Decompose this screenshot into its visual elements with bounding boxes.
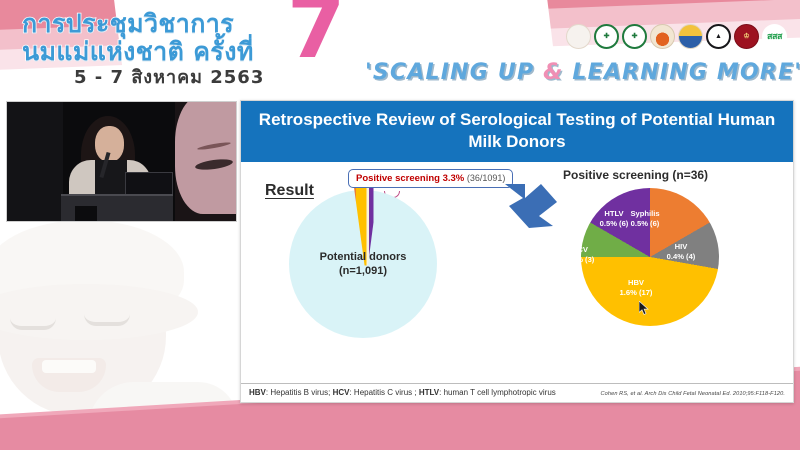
- black-circle-emblem-logo: ▲: [706, 24, 731, 49]
- pie-left-label-line1: Potential donors: [319, 250, 407, 263]
- pie-slice-label-hiv: HIV 0.4% (4): [658, 242, 704, 263]
- red-crest-logo: ♔: [734, 24, 759, 49]
- projected-face-backdrop: [175, 102, 236, 214]
- footnote-abbr-hcv: HCV: [332, 388, 350, 397]
- blue-arrow-icon: [505, 183, 557, 228]
- mouse-cursor-icon: [639, 300, 649, 315]
- slogan-text-part2: LEARNING MORE': [563, 59, 800, 85]
- pie-slice-label-hcv-value: 0.3% (3): [565, 254, 595, 264]
- pie-slice-label-syphilis-name: Syphilis: [630, 208, 660, 218]
- pie-slice-label-htlv: HTLV 0.5% (6): [591, 209, 637, 230]
- speaker-video-panel[interactable]: [6, 101, 237, 222]
- baby-face-shape: [0, 250, 166, 416]
- thaihealth-sss-logo: สสส: [762, 24, 787, 49]
- source-citation: Cohen RS, et al. Arch Dis Child Fetal Ne…: [600, 391, 785, 397]
- royal-crest-logo: [678, 24, 703, 49]
- thai-breastfeeding-logo: ✚: [622, 24, 647, 49]
- slogan-text-part1: 'SCALING UP: [364, 59, 544, 85]
- conference-slogan: 'SCALING UP & LEARNING MORE': [364, 59, 800, 85]
- health-ministry-logo: ✚: [594, 24, 619, 49]
- footnote-def-hcv: : Hepatitis C virus ;: [349, 388, 419, 397]
- baby-mouth-shape: [32, 358, 106, 392]
- slogan-ampersand: &: [542, 59, 564, 85]
- conference-title-thai-line2: นมแม่แห่งชาติ ครั้งที่: [21, 36, 254, 67]
- pie-slice-label-hbv-name: HBV: [627, 277, 645, 287]
- pie-slice-label-hiv-value: 0.4% (4): [666, 251, 696, 261]
- result-heading: Result: [265, 181, 314, 199]
- positive-screening-callout: Positive screening 3.3% (36/1091): [348, 168, 514, 188]
- baby-eye-left: [10, 318, 56, 330]
- pie-slice-label-hbv-value: 1.6% (17): [619, 287, 653, 297]
- royal-seal-logo: [566, 24, 591, 49]
- pie-left-label-line2: (n=1,091): [339, 265, 387, 278]
- speaker-face: [95, 126, 124, 162]
- pie-slice-label-hbv: HBV 1.6% (17): [605, 278, 667, 299]
- footnote-abbr-hbv: HBV: [249, 388, 266, 397]
- baby-eye-right: [84, 314, 130, 326]
- pie-slice-label-syphilis-value: 0.5% (6): [630, 218, 660, 228]
- slide-body: Result Positive screening 3.3% (36/1091)…: [241, 162, 793, 394]
- pie-left-center-label: Potential donors (n=1,091): [289, 250, 437, 280]
- pie-right-title: Positive screening (n=36): [563, 167, 709, 182]
- conference-header-banner: การประชุมวิชาการ นมแม่แห่งชาติ ครั้งที่ …: [0, 0, 800, 94]
- footnote-def-htlv: : human T cell lymphotropic virus: [439, 388, 556, 397]
- callout-sub-text: (36/1091): [466, 172, 506, 183]
- pie-chart-positive-screening: [581, 187, 719, 326]
- pie-slice-label-htlv-name: HTLV: [604, 208, 624, 218]
- pie-slice-label-hcv: HCV 0.3% (3): [557, 245, 603, 266]
- laptop-on-podium: [125, 172, 173, 196]
- callout-highlight-text: Positive screening 3.3%: [356, 172, 465, 184]
- university-crest-logo: [650, 24, 675, 49]
- baby-hat-shape: [0, 220, 184, 324]
- pie-slice-label-hiv-name: HIV: [674, 241, 688, 251]
- pie-slice-label-htlv-value: 0.5% (6): [599, 218, 629, 228]
- conference-date: 5 - 7 สิงหาคม 2563: [74, 67, 265, 88]
- presentation-slide: Retrospective Review of Serological Test…: [240, 100, 794, 403]
- baby-hat-brim-shape: [0, 284, 198, 340]
- baby-teeth-shape: [42, 360, 96, 373]
- conference-edition-number: 7: [286, 0, 346, 77]
- abbreviation-footnote: HBV: Hepatitis B virus; HCV: Hepatitis C…: [249, 388, 556, 397]
- footnote-def-hbv: : Hepatitis B virus;: [265, 388, 333, 397]
- podium-panel: [75, 206, 97, 221]
- pie-slice-label-hcv-name: HCV: [571, 244, 589, 254]
- footnote-abbr-htlv: HTLV: [418, 388, 440, 397]
- baby-watermark-photo: [0, 214, 238, 450]
- conference-title-thai-line1: การประชุมวิชาการ: [21, 8, 235, 39]
- stage-wall-left: [7, 102, 63, 221]
- slide-title: Retrospective Review of Serological Test…: [241, 101, 793, 162]
- pie-slice-label-syphilis: Syphilis 0.5% (6): [618, 209, 672, 230]
- sponsor-logo-row: ✚ ✚ ▲ ♔ สสส: [566, 24, 787, 49]
- slide-footer: HBV: Hepatitis B virus; HCV: Hepatitis C…: [241, 383, 793, 402]
